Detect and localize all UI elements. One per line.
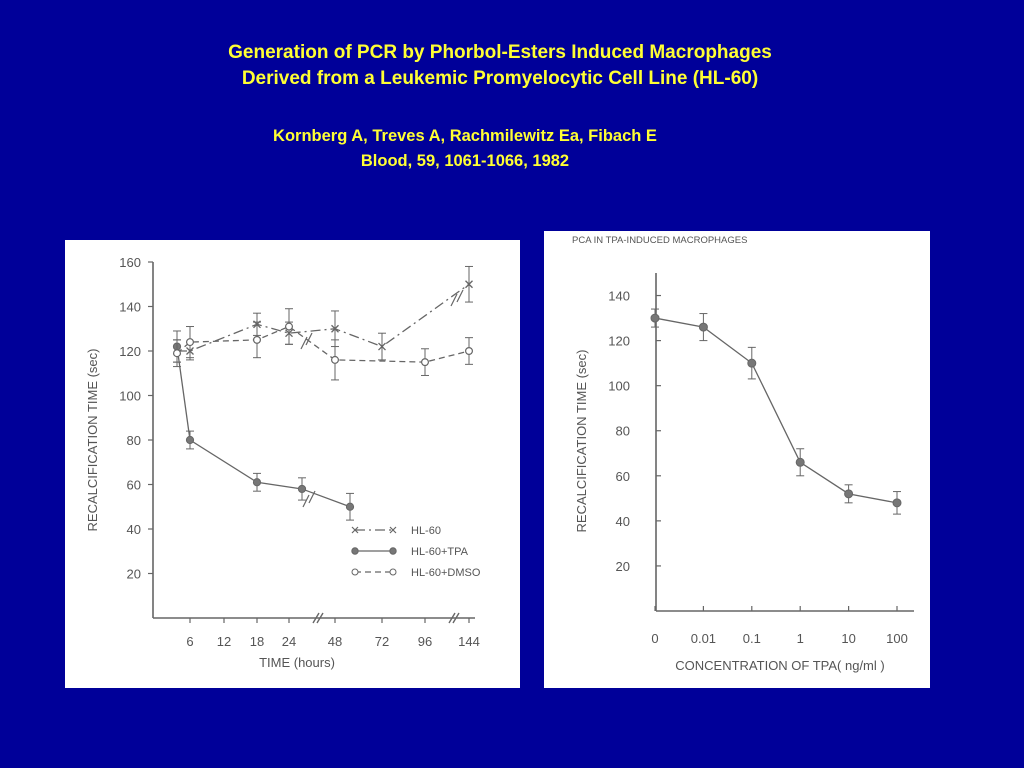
- data-point: [795, 457, 805, 467]
- x-tick-label: 72: [375, 634, 389, 649]
- data-point: [421, 358, 430, 367]
- line-break-mark: [302, 494, 310, 508]
- legend-marker: [389, 568, 397, 576]
- y-tick-label: 20: [127, 567, 141, 582]
- slide-title: Generation of PCR by Phorbol-Esters Indu…: [0, 40, 1000, 92]
- legend-label: HL-60+DMSO: [411, 567, 481, 579]
- x-tick-label: 12: [217, 634, 231, 649]
- y-tick-label: 160: [119, 255, 141, 270]
- data-point: [465, 346, 474, 355]
- x-tick-label: 1: [797, 631, 804, 646]
- title-line-2: Derived from a Leukemic Promyelocytic Ce…: [241, 68, 759, 89]
- legend-marker: [351, 568, 359, 576]
- x-tick-label: 18: [250, 634, 264, 649]
- line-break-mark: [456, 289, 464, 303]
- x-axis-label: CONCENTRATION OF TPA( ng/ml ): [675, 658, 884, 673]
- x-axis-break: [448, 612, 456, 624]
- y-tick-label: 60: [616, 469, 630, 484]
- dose-response-chart-panel: PCA IN TPA-INDUCED MACROPHAGES 20 40 60 80 10…: [544, 231, 930, 688]
- legend-marker: [389, 547, 397, 555]
- legend-marker: [389, 526, 397, 534]
- authors: Kornberg A, Treves A, Rachmilewitz Ea, F…: [273, 127, 657, 145]
- title-line-1: Generation of PCR by Phorbol-Esters Indu…: [228, 42, 772, 63]
- x-tick-label: 6: [186, 634, 193, 649]
- time-course-chart: 20 40 60 80 100 120 140 160 6 12 18 24 48 72 96 144 TIME…: [85, 255, 481, 670]
- data-point: [844, 489, 854, 499]
- y-tick-label: 120: [119, 344, 141, 359]
- data-point: [253, 335, 262, 344]
- y-axis-label: RECALCIFICATION TIME (sec): [574, 350, 589, 533]
- y-axis-label: RECALCIFICATION TIME (sec): [85, 349, 100, 532]
- y-tick-label: 140: [608, 289, 630, 304]
- line-break-mark: [450, 293, 458, 307]
- x-tick-label: 100: [886, 631, 908, 646]
- data-point: [747, 358, 757, 368]
- x-axis-break: [316, 612, 324, 624]
- y-tick-label: 20: [616, 559, 630, 574]
- line-break-mark: [305, 332, 313, 346]
- y-tick-label: 140: [119, 300, 141, 315]
- x-tick-label: 0.01: [691, 631, 716, 646]
- series-line: [654, 317, 898, 504]
- y-tick-label: 80: [616, 424, 630, 439]
- data-point: [252, 478, 262, 487]
- legend-marker: [351, 526, 359, 534]
- data-point: [297, 484, 307, 494]
- series-line-1: [176, 346, 351, 508]
- data-point: [378, 342, 386, 351]
- citation: Kornberg A, Treves A, Rachmilewitz Ea, F…: [0, 124, 930, 174]
- data-point: [185, 338, 194, 347]
- series-line-0: [177, 283, 470, 352]
- data-point: [331, 355, 340, 364]
- data-point: [185, 435, 195, 445]
- legend-marker: [351, 547, 359, 555]
- x-axis-break: [452, 612, 460, 624]
- data-point: [698, 322, 708, 332]
- line-break-mark: [308, 490, 316, 504]
- legend-label: HL-60: [411, 525, 441, 537]
- data-point: [285, 322, 294, 331]
- data-point: [172, 349, 181, 358]
- y-tick-label: 60: [127, 478, 141, 493]
- x-tick-label: 48: [328, 634, 342, 649]
- x-axis-label: TIME (hours): [259, 655, 335, 670]
- y-tick-label: 80: [127, 433, 141, 448]
- dose-response-chart: PCA IN TPA-INDUCED MACROPHAGES2040608010…: [572, 235, 914, 673]
- x-tick-label: 96: [418, 634, 432, 649]
- x-tick-label: 0: [651, 631, 658, 646]
- data-point: [331, 324, 339, 333]
- x-tick-label: 24: [282, 634, 296, 649]
- x-tick-label: 0.1: [743, 631, 761, 646]
- y-tick-label: 40: [127, 522, 141, 537]
- chart-title: PCA IN TPA-INDUCED MACROPHAGES: [572, 235, 747, 246]
- y-tick-label: 120: [608, 334, 630, 349]
- x-axis-break: [312, 612, 320, 624]
- time-course-chart-panel: 20 40 60 80 100 120 140 160 6 12 18 24 48 72 96 144 TIME…: [65, 240, 520, 688]
- journal-reference: Blood, 59, 1061-1066, 1982: [360, 152, 570, 170]
- y-tick-label: 100: [608, 379, 630, 394]
- y-tick-label: 100: [119, 389, 141, 404]
- data-point: [345, 502, 355, 511]
- line-break-mark: [300, 336, 308, 350]
- legend: HL-60 HL-60+TPA HL-60+DMSO: [351, 525, 481, 579]
- data-point: [650, 313, 660, 323]
- y-tick-label: 40: [616, 514, 630, 529]
- x-tick-label: 10: [841, 631, 855, 646]
- x-tick-label: 144: [458, 634, 480, 649]
- legend-label: HL-60+TPA: [411, 546, 469, 558]
- data-point: [892, 498, 902, 508]
- data-point: [465, 280, 473, 289]
